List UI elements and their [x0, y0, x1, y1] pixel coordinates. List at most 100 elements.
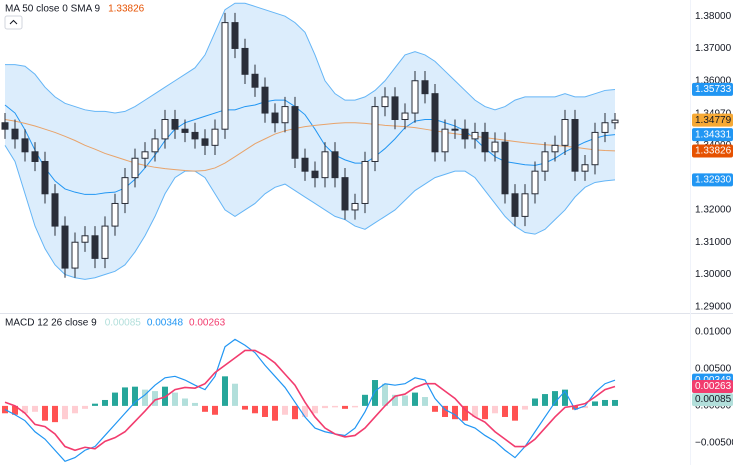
candle-body — [11, 128, 19, 140]
candle-body — [501, 141, 509, 195]
histogram-bar — [142, 389, 148, 406]
candle-body — [1, 122, 9, 130]
price-badge-label: 1.34331 — [695, 129, 732, 140]
candle-body — [581, 164, 589, 172]
candle-body — [371, 106, 379, 162]
histogram-bar — [202, 405, 208, 412]
candle-body — [151, 138, 159, 153]
candle-body — [401, 112, 409, 121]
histogram-bar — [12, 405, 18, 415]
histogram-bar — [482, 405, 488, 420]
histogram-bar — [132, 386, 138, 406]
histogram-bar — [292, 405, 298, 420]
y-tick-label: 1.38000 — [695, 11, 732, 22]
candle-body — [251, 73, 259, 88]
histogram-bar — [212, 405, 218, 415]
histogram-bar — [592, 401, 598, 406]
candle-body — [21, 138, 29, 153]
histogram-bar — [232, 383, 238, 406]
histogram-bar — [462, 405, 468, 421]
candle-body — [571, 119, 579, 172]
collapse-box[interactable] — [4, 15, 23, 30]
histogram-bar — [182, 398, 188, 406]
price-badge — [692, 82, 733, 96]
candle-body — [461, 128, 469, 140]
y-tick-label: 1.37000 — [695, 43, 732, 54]
candle-body — [141, 151, 149, 159]
histogram-bar — [472, 405, 478, 417]
collapse-button[interactable] — [4, 15, 23, 30]
band-upper — [5, 2, 616, 114]
candle-body — [361, 160, 369, 204]
candle-body — [321, 151, 329, 179]
legend-title: MA 50 close 0 SMA 9 — [5, 4, 100, 15]
price-badge-label: 1.32930 — [695, 175, 732, 186]
price-badge-label: 1.35733 — [695, 84, 732, 95]
price-badge — [692, 393, 733, 407]
histogram-bar — [82, 405, 88, 409]
candle-body — [471, 131, 479, 140]
candle-body — [521, 193, 529, 217]
candle-body — [601, 122, 609, 133]
histogram-bar — [32, 405, 38, 412]
histogram-bar — [542, 394, 548, 406]
histogram-bar — [552, 391, 558, 406]
histogram-bar — [282, 405, 288, 415]
y-tick-label: 1.29000 — [695, 301, 732, 312]
candle-body — [481, 131, 489, 153]
signal-line — [4, 349, 616, 452]
histogram-bar — [392, 394, 398, 406]
histogram-bar — [522, 405, 528, 410]
histogram-bar — [402, 395, 408, 406]
candle-body — [311, 170, 319, 179]
candle-body — [541, 151, 549, 172]
histogram-bar — [452, 405, 458, 420]
candle-body — [421, 80, 429, 95]
histogram-bar — [262, 405, 268, 417]
candle-body — [391, 96, 399, 121]
histogram-bar — [332, 405, 338, 408]
histogram-bar — [432, 405, 438, 412]
histogram-bar — [62, 405, 68, 420]
histogram-bar — [602, 399, 608, 406]
histogram-bar — [612, 399, 618, 406]
histogram-bar — [442, 405, 448, 417]
candle-body — [511, 193, 519, 217]
candle-body — [281, 106, 289, 124]
histogram-bar — [192, 402, 198, 406]
candle-body — [491, 141, 499, 153]
candle-body — [431, 93, 439, 153]
histogram-bar — [92, 403, 98, 406]
candle-body — [591, 131, 599, 166]
candle-body — [341, 177, 349, 211]
candle-body — [231, 22, 239, 49]
histogram-bar — [422, 397, 428, 406]
histogram-bar — [502, 405, 508, 417]
candle-body — [201, 138, 209, 146]
candle-body — [71, 241, 79, 269]
candle-body — [611, 119, 619, 124]
candle-body — [41, 160, 49, 195]
legend-value: 0.00263 — [189, 318, 226, 329]
legend-title: MACD 12 26 close 9 — [5, 318, 97, 329]
histogram-bar — [122, 387, 128, 406]
y-tick-label: 1.32000 — [695, 205, 732, 216]
histogram-bar — [532, 398, 538, 406]
histogram-bar — [102, 399, 108, 406]
histogram-bar — [242, 405, 248, 410]
candle-body — [191, 131, 199, 140]
histogram-bar — [42, 405, 48, 421]
histogram-bar — [342, 405, 348, 409]
price-badge-label: 0.00263 — [695, 381, 732, 392]
candle-body — [451, 128, 459, 131]
histogram-bar — [572, 405, 578, 410]
candle-body — [531, 170, 539, 195]
histogram-bar — [412, 392, 418, 406]
price-badge-label: 1.33826 — [695, 146, 732, 157]
candle-body — [101, 225, 109, 259]
histogram-bar — [52, 405, 58, 423]
candle-body — [331, 151, 339, 179]
legend: MACD 12 26 close 9 0.00085 0.00348 0.00263 — [5, 318, 226, 329]
histogram-bar — [302, 405, 308, 417]
